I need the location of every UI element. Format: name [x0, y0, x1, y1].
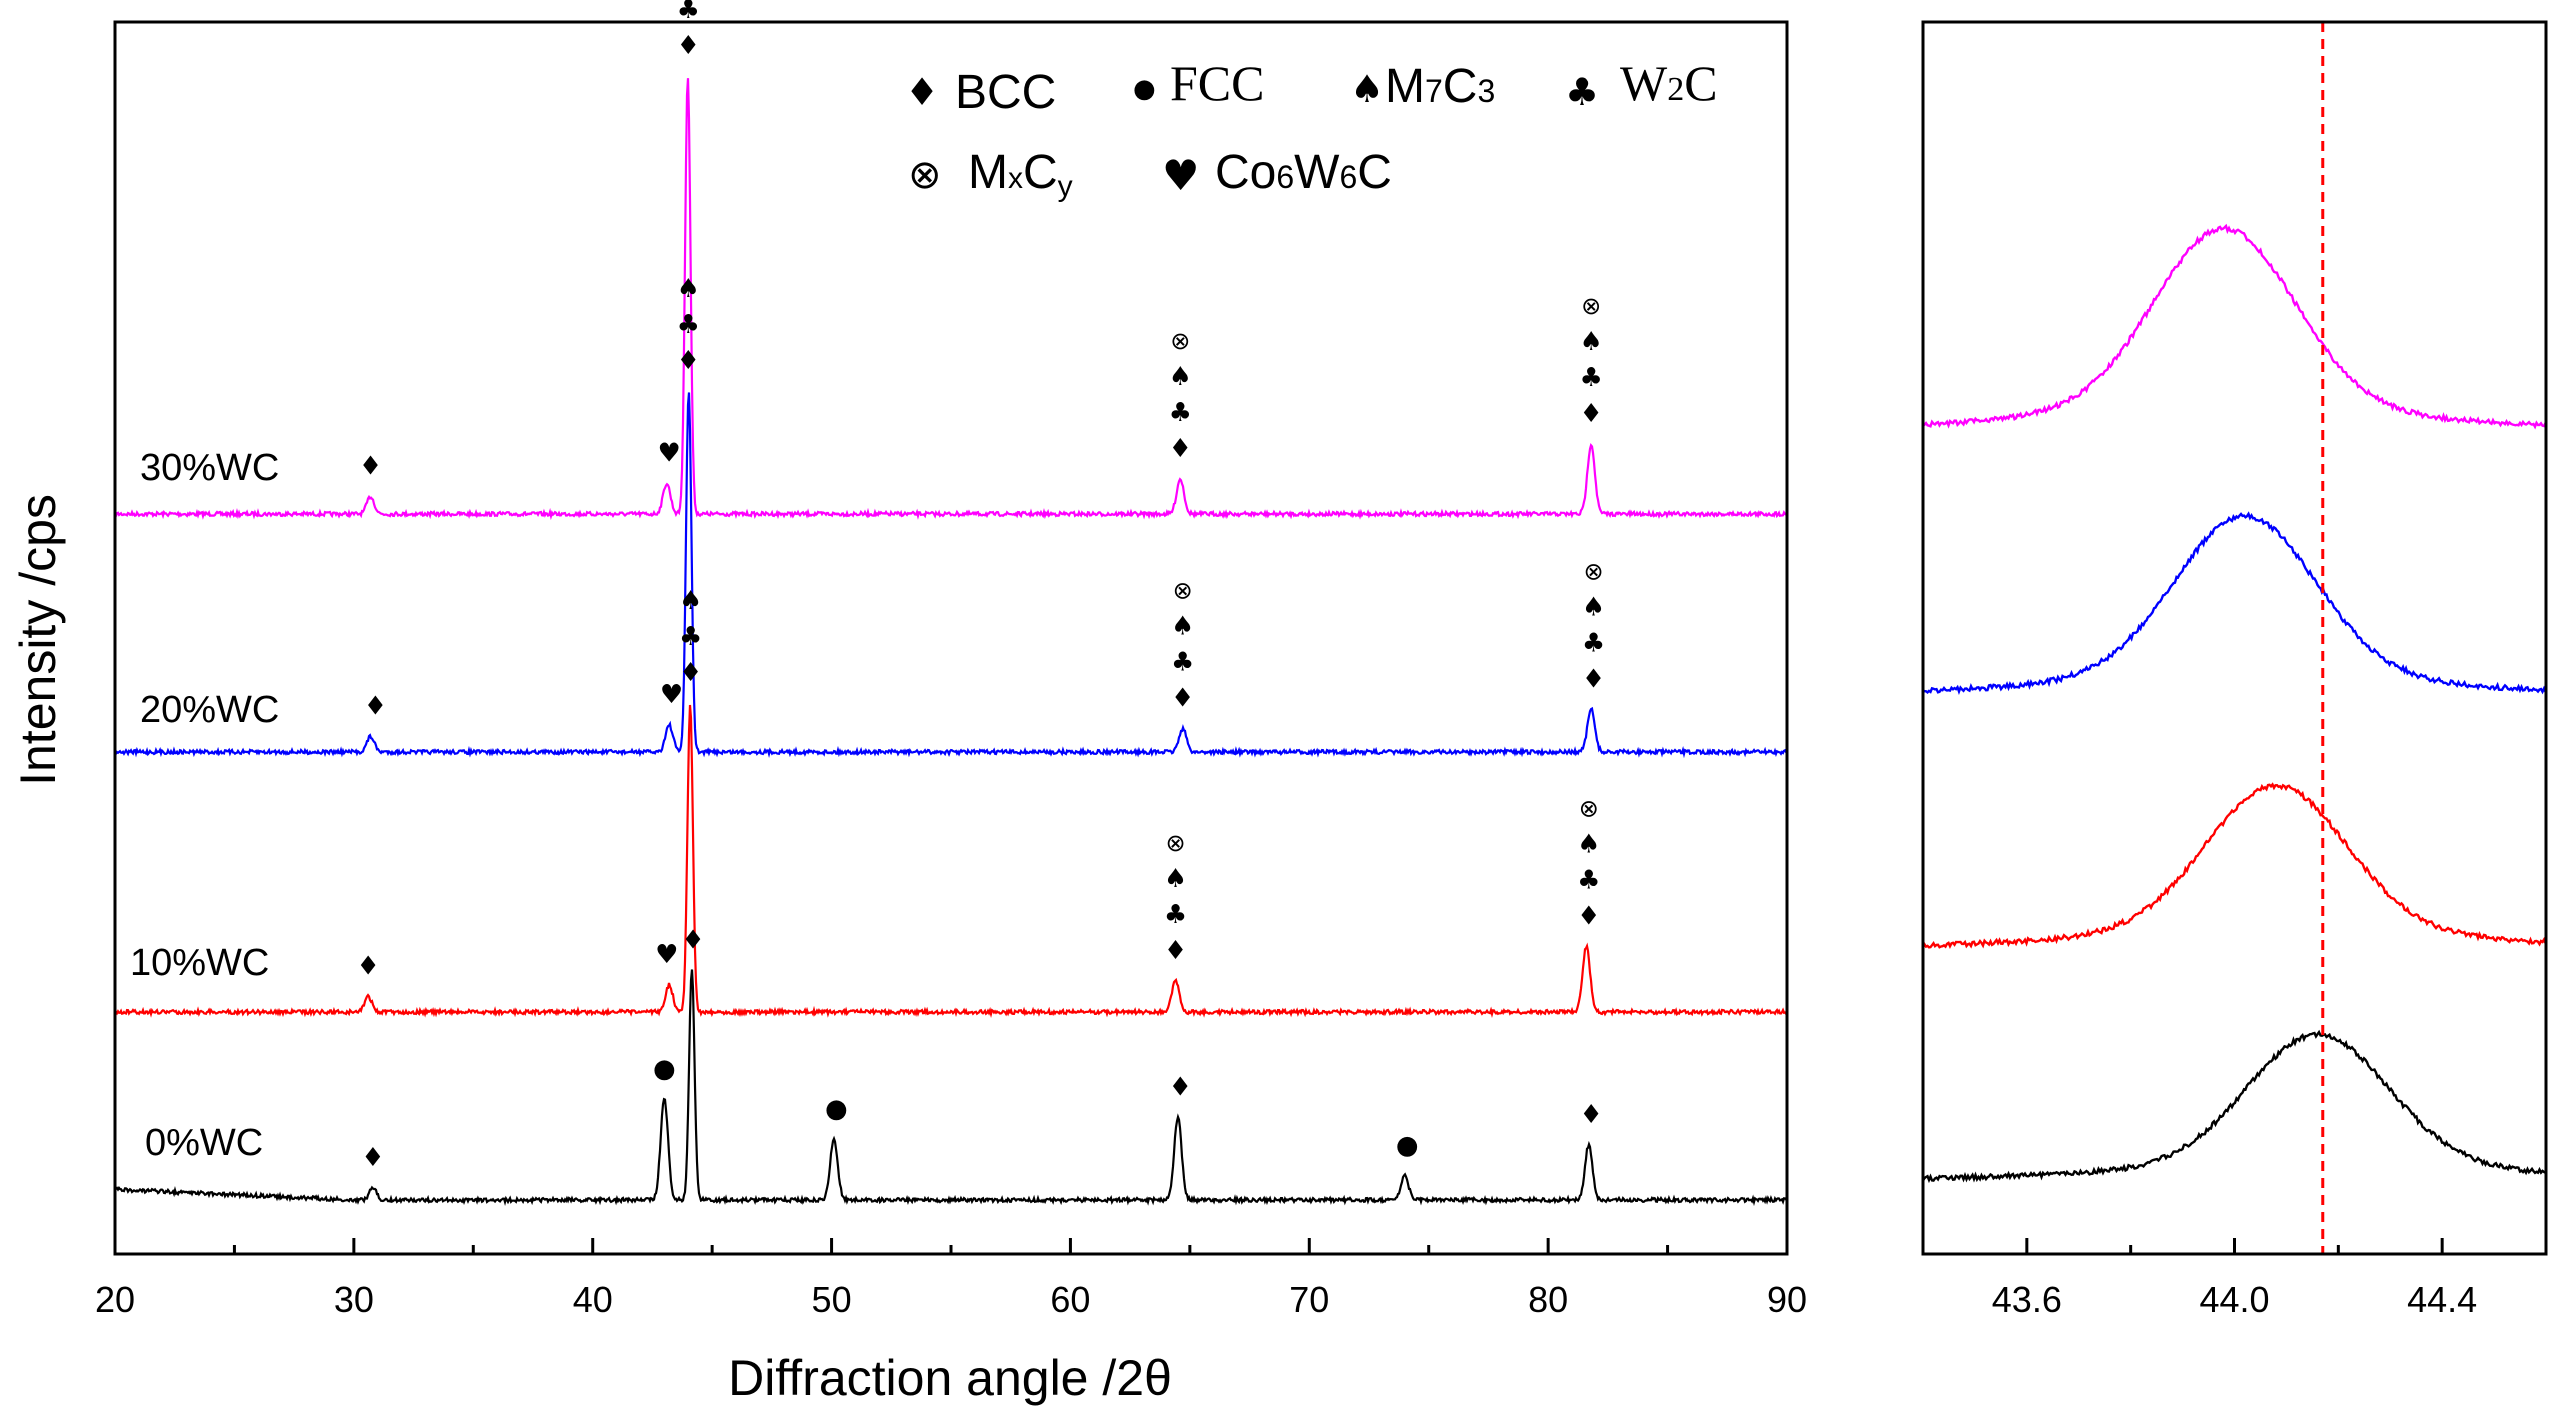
series-line-30pctWC: [113, 78, 1788, 521]
zoom-series-line-30pctWC: [1922, 223, 2547, 430]
label-20wc: 20%WC: [140, 689, 279, 731]
peak-marker: ♣: [1169, 398, 1192, 428]
zoom-plot-frame: [1921, 20, 2548, 1256]
peak-marker: ♥: [660, 680, 683, 710]
main-x-ticks: 20 30 40 50 60 70 80 90: [95, 1238, 1807, 1320]
x-tick-label: 20: [95, 1279, 135, 1320]
peak-marker: ♦: [677, 31, 700, 61]
peak-marker: ♦: [1577, 901, 1600, 931]
peak-marker: ♦: [359, 451, 382, 481]
peak-marker: ♠: [1582, 592, 1605, 622]
label-30wc: 30%WC: [140, 447, 279, 489]
peak-annotations: ♦♥♠♣♦⊗♠♣♦⊗♠♣♦♦♥♠♣♦⊗♠♣♦⊗♠♣♦♦♥♠♣♦⊗♠♣♦⊗♠♣♦♦…: [357, 0, 1606, 1173]
peak-marker: ♣: [1171, 648, 1194, 678]
m7c3-legend-icon: ♠: [1350, 67, 1384, 111]
peak-marker: ♠: [1164, 864, 1187, 894]
zoom-x-tick-label: 43.6: [1992, 1279, 2062, 1320]
peak-marker: ⊗: [1165, 829, 1185, 857]
peak-marker: ♦: [681, 926, 704, 956]
x-tick-label: 60: [1050, 1279, 1090, 1320]
main-series-group: [113, 78, 1789, 1207]
peak-marker: ♣: [677, 0, 700, 25]
zoom-x-tick-label: 44.0: [2199, 1279, 2269, 1320]
legend-m7c3-label: M7C3: [1385, 60, 1495, 113]
w2c-legend-icon: ♣: [1565, 70, 1599, 114]
peak-marker: ⊗: [1581, 292, 1601, 320]
peak-marker: ⊗: [1579, 794, 1599, 822]
co6w6c-legend-icon: ♥: [1162, 151, 1200, 200]
peak-marker: ♦: [364, 691, 387, 721]
peak-marker: ⊗: [1170, 327, 1190, 355]
zoom-series-line-0pctWC: [1921, 1029, 2547, 1184]
legend-mxcy-label: MxCy: [968, 146, 1073, 203]
zoom-panel: 43.6 44.0 44.4: [1921, 20, 2548, 1320]
main-xrd-panel: ♦♥♠♣♦⊗♠♣♦⊗♠♣♦♦♥♠♣♦⊗♠♣♦⊗♠♣♦♦♥♠♣♦⊗♠♣♦⊗♠♣♦♦…: [10, 0, 1807, 1406]
peak-marker: ♣: [1164, 900, 1187, 930]
y-axis-title: Intensity /cps: [10, 494, 66, 786]
peak-marker: ⊗: [1583, 557, 1603, 585]
peak-marker: ♦: [1582, 664, 1605, 694]
peak-marker: ♠: [677, 274, 700, 304]
x-tick-label: 50: [812, 1279, 852, 1320]
peak-marker: ●: [1396, 1131, 1419, 1161]
peak-marker: ♦: [1579, 1100, 1602, 1130]
peak-marker: ♦: [1164, 936, 1187, 966]
peak-marker: ♥: [657, 438, 680, 468]
peak-marker: ●: [653, 1054, 676, 1084]
peak-marker: ♠: [1577, 829, 1600, 859]
peak-marker: ♠: [679, 586, 702, 616]
peak-marker: ♥: [655, 940, 678, 970]
x-tick-label: 90: [1767, 1279, 1807, 1320]
peak-marker: ♦: [1171, 684, 1194, 714]
fcc-legend-icon: ●: [1133, 74, 1156, 104]
zoom-x-tick-label: 44.4: [2407, 1279, 2477, 1320]
peak-marker: ♦: [1169, 1072, 1192, 1102]
zoom-x-ticks: 43.6 44.0 44.4: [1921, 1238, 2548, 1320]
label-0wc: 0%WC: [145, 1122, 263, 1164]
peak-marker: ♣: [1577, 865, 1600, 895]
peak-marker: ♦: [357, 952, 380, 982]
x-tick-label: 80: [1528, 1279, 1568, 1320]
peak-marker: ●: [825, 1094, 848, 1124]
peak-marker: ♦: [679, 658, 702, 688]
legend-fcc-label: FCC: [1170, 55, 1265, 111]
peak-marker: ♦: [1579, 399, 1602, 429]
series-line-0pctWC: [113, 969, 1789, 1207]
peak-marker: ♣: [1582, 628, 1605, 658]
peak-marker: ♠: [1169, 362, 1192, 392]
label-10wc: 10%WC: [130, 942, 269, 984]
peak-marker: ♣: [677, 310, 700, 340]
x-tick-label: 40: [573, 1279, 613, 1320]
main-plot-frame: [113, 20, 1789, 1256]
peak-marker: ♠: [1579, 327, 1602, 357]
phase-legend: ♦ BCC ● FCC ♠ M7C3 ♣ W2C ⊗ MxCy ♥ Co6W6C: [905, 55, 1718, 203]
legend-w2c-label: W2C: [1620, 55, 1718, 111]
peak-marker: ♦: [361, 1143, 384, 1173]
zoom-series-line-20pctWC: [1922, 511, 2547, 695]
peak-marker: ⊗: [1173, 577, 1193, 605]
peak-marker: ♣: [679, 622, 702, 652]
mxcy-legend-icon: ⊗: [908, 152, 942, 198]
peak-marker: ♦: [1169, 434, 1192, 464]
x-tick-label: 30: [334, 1279, 374, 1320]
legend-co6w6c-label: Co6W6C: [1215, 146, 1392, 199]
x-tick-label: 70: [1289, 1279, 1329, 1320]
x-axis-title: Diffraction angle /2θ: [728, 1350, 1172, 1406]
series-line-20pctWC: [113, 392, 1787, 759]
peak-marker: ♠: [1171, 612, 1194, 642]
zoom-series-group: [1921, 223, 2547, 1184]
bcc-legend-icon: ♦: [905, 70, 939, 114]
zoom-series-line-10pctWC: [1921, 782, 2547, 949]
peak-marker: ♦: [677, 346, 700, 376]
peak-marker: ♣: [1579, 363, 1602, 393]
legend-bcc-label: BCC: [955, 66, 1056, 119]
series-line-10pctWC: [114, 704, 1789, 1019]
